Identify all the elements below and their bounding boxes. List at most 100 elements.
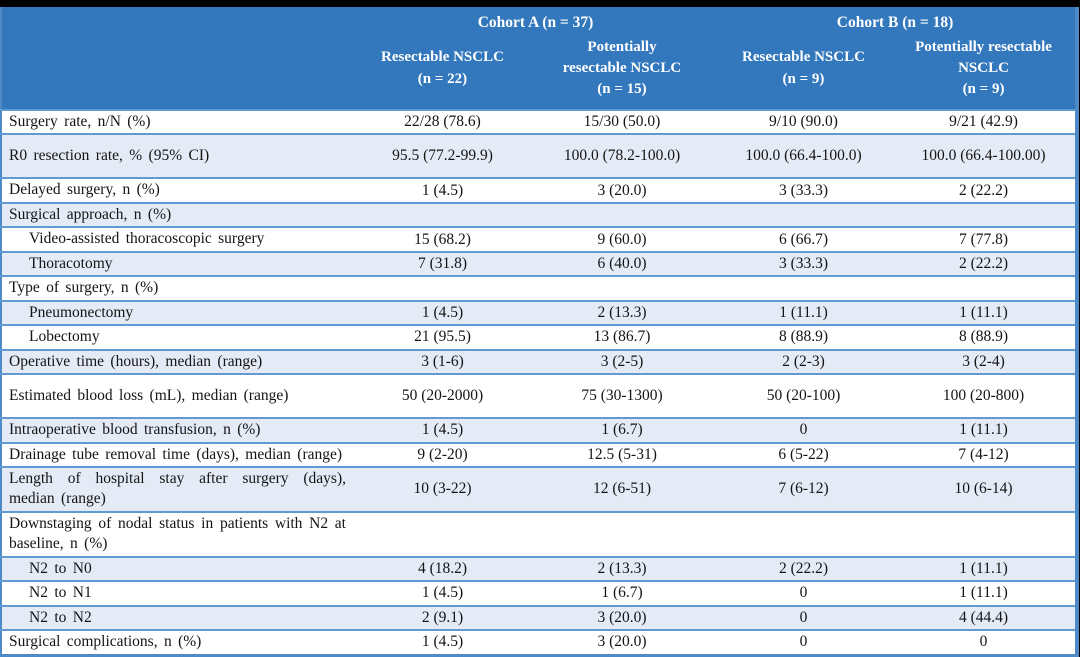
row-label: Drainage tube removal time (days), media…	[9, 445, 343, 463]
row-label: N2 to N2	[29, 608, 92, 626]
section-label: Surgical approach, n (%)	[9, 205, 172, 223]
cell-value	[892, 276, 1077, 300]
cell-value: 0	[799, 608, 808, 626]
row-label: N2 to N1	[29, 584, 92, 602]
table-row: Thoracotomy 7 (31.8) 6 (40.0) 3 (33.3) 2…	[1, 251, 1078, 277]
cell-value	[892, 203, 1077, 227]
table-row: Estimated blood loss (mL), median (range…	[1, 374, 1078, 419]
cell-value: 8 (88.9)	[958, 328, 1009, 346]
cell-value: 6 (40.0)	[597, 255, 647, 273]
cell-value: 2 (13.3)	[597, 303, 647, 321]
cell-value	[356, 203, 529, 227]
cell-value: 1 (11.1)	[959, 421, 1008, 439]
cell-value	[892, 512, 1077, 557]
cell-value: 3 (2-5)	[600, 352, 644, 370]
cell-value	[715, 203, 892, 227]
cell-value: 4 (18.2)	[417, 560, 468, 578]
section-label: Type of surgery, n (%)	[9, 279, 159, 297]
cell-value: 50 (20-100)	[766, 387, 841, 405]
cell-value: 2 (22.2)	[958, 181, 1009, 199]
cell-value: 12 (6-51)	[592, 480, 652, 498]
section-row: Downstaging of nodal status in patients …	[1, 511, 1078, 557]
cell-value: 7 (31.8)	[417, 255, 468, 273]
table-row: R0 resection rate, % (95% CI) 95.5 (77.2…	[1, 134, 1078, 179]
table-row: Lobectomy 21 (95.5) 13 (86.7) 8 (88.9) 8…	[1, 325, 1078, 350]
cell-value: 12.5 (5-31)	[587, 445, 657, 463]
table-row: N2 to N1 1 (4.5) 1 (6.7) 0 1 (11.1)	[1, 581, 1078, 606]
cohort-a-header: Cohort A (n = 37)	[356, 7, 715, 34]
cell-value: 3 (33.3)	[778, 255, 829, 273]
row-label: N2 to N0	[29, 559, 92, 577]
table-row: Surgery rate, n/N (%) 22/28 (78.6) 15/30…	[1, 110, 1078, 135]
cell-value: 2 (9.1)	[421, 608, 464, 626]
cohort-group-row: Cohort A (n = 37) Cohort B (n = 18)	[1, 7, 1078, 34]
cell-value: 7 (6-12)	[778, 480, 829, 498]
cell-value: 100.0 (78.2-100.0)	[563, 147, 681, 165]
table-header: Cohort A (n = 37) Cohort B (n = 18) Rese…	[1, 7, 1078, 110]
cell-value	[529, 203, 715, 227]
cell-value: 13 (86.7)	[593, 328, 651, 346]
table-row: Operative time (hours), median (range) 3…	[1, 349, 1078, 375]
table-row: Surgical complications, n (%) 1 (4.5) 3 …	[1, 630, 1078, 656]
cell-value: 3 (33.3)	[778, 181, 829, 199]
table-row: Length of hospital stay after surgery (d…	[1, 466, 1078, 512]
header-spacer	[1, 34, 356, 110]
cell-value: 1 (11.1)	[959, 303, 1008, 321]
cell-value: 15/30 (50.0)	[583, 113, 661, 131]
cell-value: 2 (2-3)	[782, 352, 825, 370]
cell-value: 9/10 (90.0)	[769, 113, 838, 131]
cell-value: 3 (1-6)	[421, 352, 464, 370]
cohort-b-header: Cohort B (n = 18)	[715, 7, 1078, 34]
cell-value: 9 (60.0)	[597, 230, 647, 248]
cell-value: 2 (22.2)	[958, 255, 1009, 273]
cell-value: 1 (4.5)	[421, 584, 464, 602]
row-label: Video-assisted thoracoscopic surgery	[29, 230, 265, 248]
cell-value	[715, 276, 892, 300]
cell-value: 1 (4.5)	[421, 181, 464, 199]
col-header-potentially-resectable-b: Potentially resectable NSCLC (n = 9)	[892, 34, 1078, 110]
cell-value: 75 (30-1300)	[581, 387, 663, 405]
cell-value: 8 (88.9)	[778, 328, 829, 346]
cell-value: 10 (6-14)	[954, 480, 1013, 498]
row-label: Delayed surgery, n (%)	[9, 181, 160, 199]
cell-value: 1 (4.5)	[421, 303, 464, 321]
cell-value: 3 (20.0)	[597, 608, 647, 626]
cell-value: 3 (20.0)	[597, 633, 647, 651]
cell-value: 100.0 (66.4-100.00)	[921, 147, 1046, 165]
cell-value: 1 (6.7)	[601, 584, 643, 602]
cell-value: 6 (5-22)	[778, 445, 829, 463]
row-label: Surgical complications, n (%)	[9, 633, 202, 651]
cell-value: 22/28 (78.6)	[404, 113, 481, 131]
cell-value: 1 (6.7)	[601, 421, 643, 439]
results-table-container: Cohort A (n = 37) Cohort B (n = 18) Rese…	[0, 7, 1080, 657]
row-label: Thoracotomy	[29, 254, 113, 272]
cell-value	[529, 276, 715, 300]
cell-value: 3 (20.0)	[597, 181, 647, 199]
cell-value: 0	[799, 421, 808, 439]
row-label: Intraoperative blood transfusion, n (%)	[9, 421, 261, 439]
cell-value: 1 (11.1)	[959, 560, 1008, 578]
cell-value: 0	[979, 633, 988, 651]
row-label: Length of hospital stay after surgery (d…	[9, 469, 346, 508]
cell-value	[715, 512, 892, 557]
row-label: Lobectomy	[29, 328, 100, 346]
row-label: Pneumonectomy	[29, 303, 134, 321]
section-label: Downstaging of nodal status in patients …	[9, 514, 346, 553]
row-label: Operative time (hours), median (range)	[9, 352, 263, 370]
cell-value: 15 (68.2)	[414, 230, 471, 248]
column-header-row: Resectable NSCLC (n = 22) Potentially re…	[1, 34, 1078, 110]
cell-value: 6 (66.7)	[778, 230, 829, 248]
cell-value: 2 (13.3)	[597, 560, 647, 578]
cell-value: 2 (22.2)	[778, 560, 829, 578]
cell-value: 10 (3-22)	[413, 480, 472, 498]
col-header-potentially-resectable-a: Potentially resectable NSCLC (n = 15)	[529, 34, 715, 110]
table-row: N2 to N0 4 (18.2) 2 (13.3) 2 (22.2) 1 (1…	[1, 556, 1078, 582]
section-row: Surgical approach, n (%)	[1, 202, 1078, 228]
cell-value	[529, 512, 715, 557]
cell-value: 1 (4.5)	[421, 633, 464, 651]
section-row: Type of surgery, n (%)	[1, 276, 1078, 301]
cell-value: 21 (95.5)	[414, 328, 471, 346]
cell-value	[356, 276, 529, 300]
cell-value: 7 (77.8)	[958, 230, 1009, 248]
cell-value: 3 (2-4)	[962, 352, 1005, 370]
